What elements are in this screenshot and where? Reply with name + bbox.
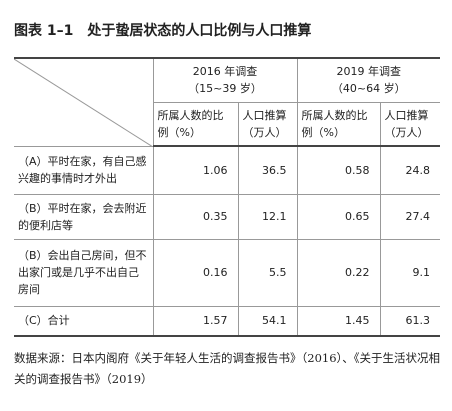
subheader: 所属人数的比例（%） (153, 101, 239, 147)
subheader: 人口推算（万人） (237, 101, 298, 147)
diagonal (14, 59, 153, 147)
row: （B）平时在家，会去附近的便利店等 0.35 12.1 0.65 27.4 (14, 193, 440, 240)
row: （A）平时在家，有自己感兴趣的事情时才外出 1.06 36.5 0.58 24.8 (14, 145, 440, 195)
source-note: 数据来源：日本内阁府《关于年轻人生活的调查报告书》（2016）、《关于生活状况相… (14, 351, 441, 386)
cell-value: 0.22 (296, 238, 381, 307)
cell-value: 1.45 (296, 305, 381, 337)
row-label: （C）合计 (14, 305, 154, 337)
group-range: （40~64 岁） (331, 82, 406, 96)
subheader: 人口推算（万人） (379, 101, 440, 147)
cell-value: 9.1 (379, 238, 440, 307)
cell-value: 0.65 (296, 193, 381, 240)
cell-value: 36.5 (237, 145, 298, 195)
cell-value: 61.3 (379, 305, 440, 337)
subheader: 所属人数的比例（%） (296, 101, 381, 147)
cell-value: 0.35 (152, 193, 239, 240)
row-label: （A）平时在家，有自己感兴趣的事情时才外出 (14, 145, 154, 195)
cell-value: 1.57 (152, 305, 239, 337)
cell-value: 24.8 (379, 145, 440, 195)
cell-value: 54.1 (237, 305, 298, 337)
group-range: （15~39 岁） (188, 82, 262, 96)
table: 2016 年调查 （15~39 岁） 2019 年调查 （40~64 岁） 所属人数… (14, 57, 440, 337)
corner-cell (14, 57, 154, 147)
cell-value: 1.06 (152, 145, 239, 195)
row-label: （B）会出自己房间，但不出家门或是几乎不出自己房间 (14, 238, 154, 307)
cell-value: 0.58 (296, 145, 381, 195)
group-year: 2019 年调查 (336, 65, 402, 79)
group-year: 2016 年调查 (192, 65, 258, 79)
row: （C）合计 1.57 54.1 1.45 61.3 (14, 305, 440, 337)
cell-value: 5.5 (237, 238, 298, 307)
cell-value: 27.4 (379, 193, 440, 240)
group-header: 2016 年调查 （15~39 岁） (152, 57, 298, 103)
title: 图表 1–1 处于蛰居状态的人口比例与人口推算 (14, 23, 312, 39)
row-label: （B）平时在家，会去附近的便利店等 (14, 193, 154, 240)
group-header: 2019 年调查 （40~64 岁） (296, 57, 440, 103)
cell-value: 0.16 (152, 238, 239, 307)
row: （B）会出自己房间，但不出家门或是几乎不出自己房间 0.16 5.5 0.22 9.1 (14, 238, 440, 307)
cell-value: 12.1 (237, 193, 298, 240)
